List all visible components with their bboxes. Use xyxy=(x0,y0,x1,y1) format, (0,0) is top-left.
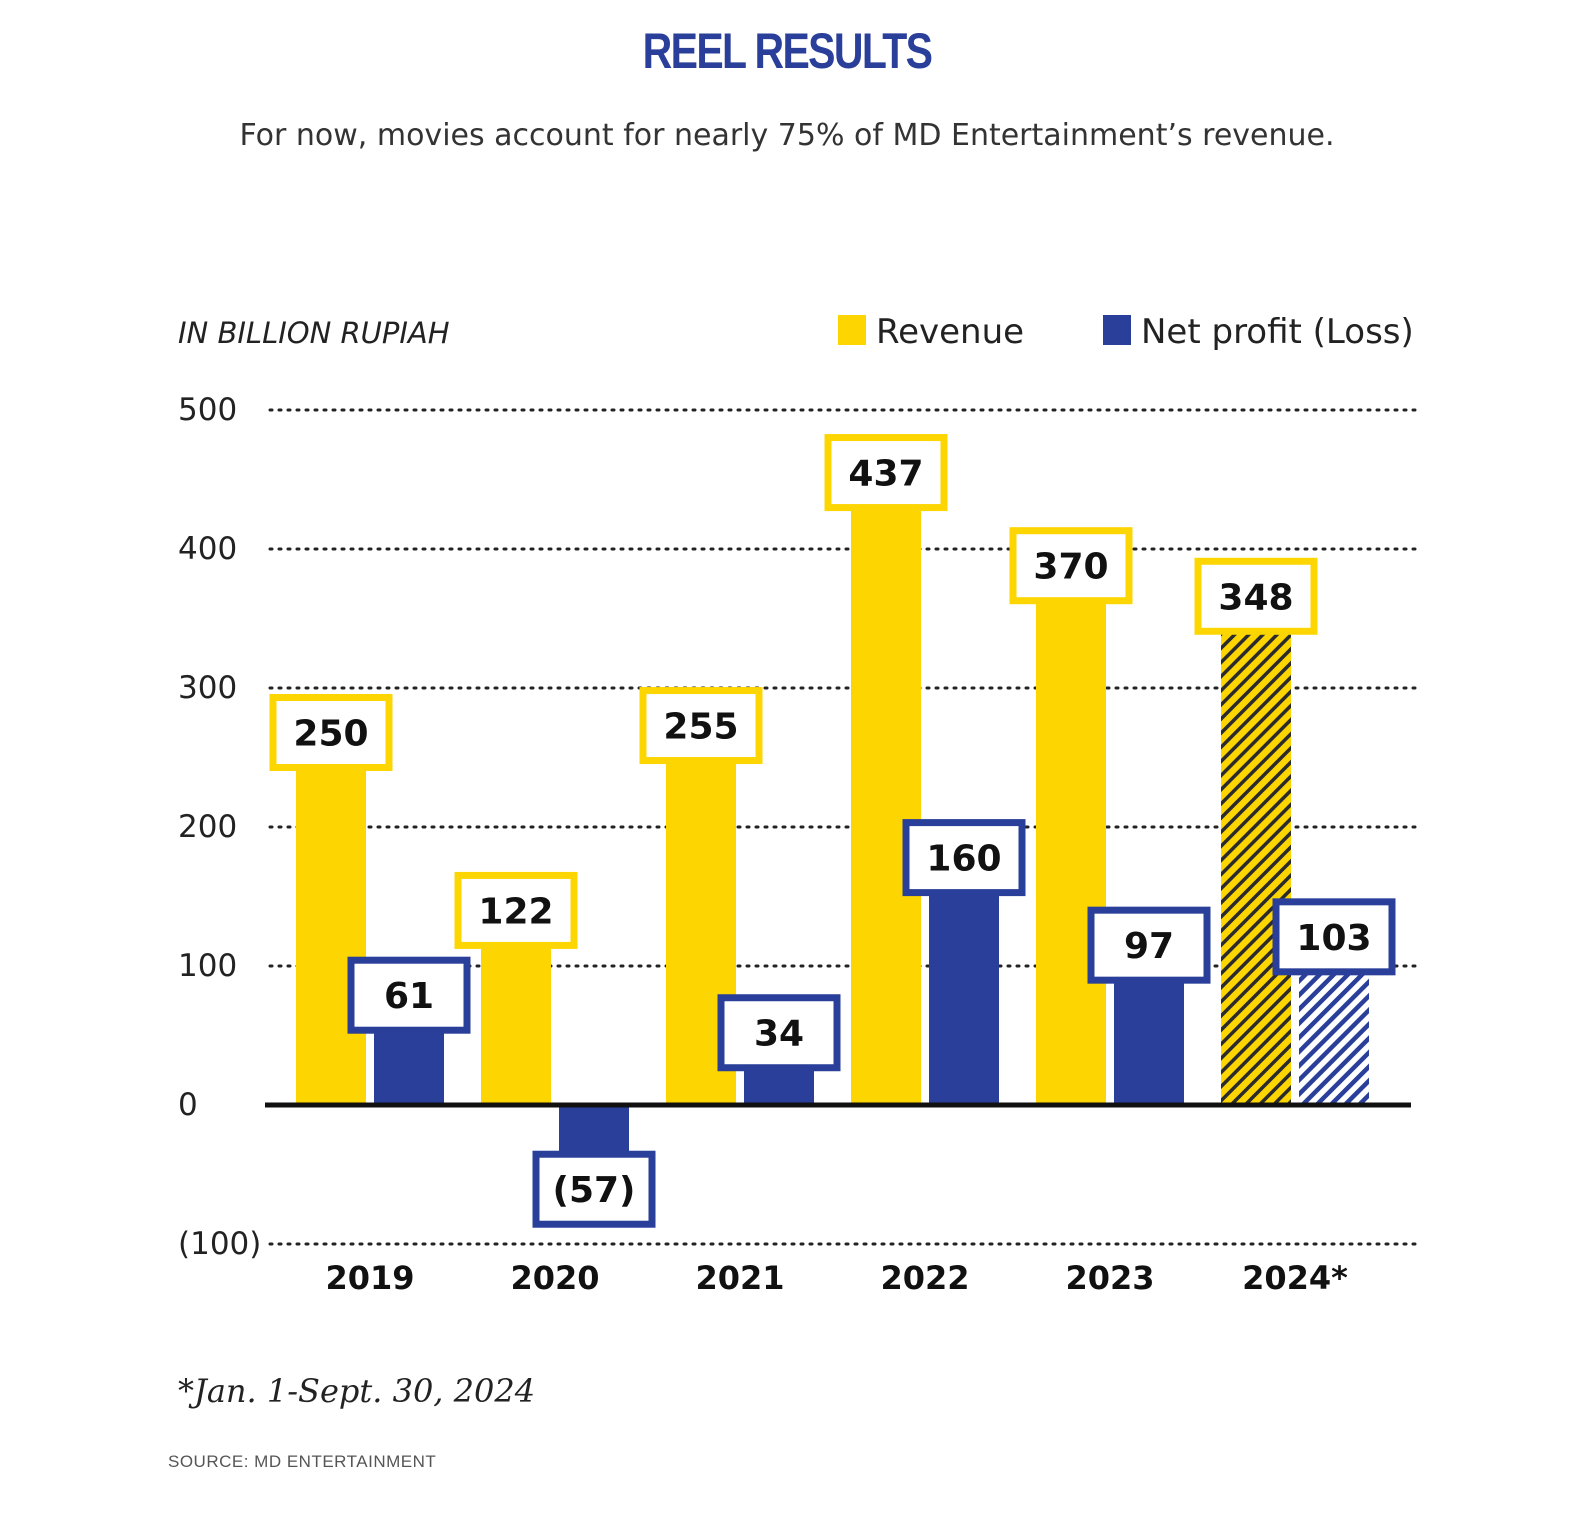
profit-value-label: (57) xyxy=(552,1170,635,1211)
y-tick-label: (100) xyxy=(178,1226,261,1262)
revenue-value-label: 122 xyxy=(478,891,553,932)
profit-value-label-box xyxy=(902,819,1026,897)
y-tick-label: 200 xyxy=(178,809,237,845)
profit-bar xyxy=(1114,970,1184,1105)
profit-value-label-box xyxy=(532,1150,656,1228)
y-tick-label: 500 xyxy=(178,392,237,428)
revenue-bar xyxy=(1221,621,1291,1105)
revenue-value-label: 348 xyxy=(1218,577,1293,618)
revenue-value-label-box xyxy=(639,687,763,765)
x-tick-label: 2020 xyxy=(510,1259,599,1297)
bar-chart: 500 400 300 200 100 0 (100) IN BILLION RUPIAH 2… xyxy=(178,312,1420,1297)
y-tick-label: 100 xyxy=(178,948,237,984)
revenue-value-label: 255 xyxy=(663,707,738,748)
profit-value-label: 103 xyxy=(1296,918,1371,959)
profit-bar xyxy=(374,1020,444,1105)
revenue-bar xyxy=(481,935,551,1105)
revenue-bar xyxy=(296,757,366,1105)
x-tick-label: 2019 xyxy=(325,1259,414,1297)
revenue-value-label: 250 xyxy=(293,714,368,755)
legend-swatch-profit xyxy=(1103,315,1131,345)
profit-value-label-box xyxy=(347,956,471,1034)
y-tick-label: 400 xyxy=(178,531,237,567)
profit-value-label: 34 xyxy=(754,1014,804,1055)
chart-title: REEL RESULTS xyxy=(642,23,933,79)
footnote: *Jan. 1-Sept. 30, 2024 xyxy=(178,1372,536,1410)
profit-bar xyxy=(1299,961,1369,1105)
profit-value-label-box xyxy=(1087,906,1211,984)
x-tick-label: 2021 xyxy=(695,1259,784,1297)
chart-subtitle: For now, movies account for nearly 75% o… xyxy=(239,118,1335,153)
unit-label: IN BILLION RUPIAH xyxy=(178,316,450,350)
revenue-value-label-box xyxy=(1194,557,1318,635)
revenue-value-label-box xyxy=(1009,527,1133,605)
revenue-value-label-box xyxy=(824,434,948,512)
revenue-value-label-box xyxy=(454,871,578,949)
revenue-value-label: 437 xyxy=(848,454,923,495)
revenue-bar xyxy=(851,497,921,1105)
profit-value-label: 97 xyxy=(1124,926,1174,967)
y-tick-label: 300 xyxy=(178,670,237,706)
x-tick-label: 2023 xyxy=(1065,1259,1154,1297)
profit-value-label-box xyxy=(1272,898,1396,976)
profit-value-label: 160 xyxy=(926,839,1001,880)
x-tick-label: 2024* xyxy=(1242,1259,1348,1297)
x-tick-label: 2022 xyxy=(880,1259,969,1297)
legend-label-profit: Net profit (Loss) xyxy=(1141,312,1414,352)
source-note: SOURCE: MD ENTERTAINMENT xyxy=(168,1452,437,1471)
profit-bar xyxy=(929,882,999,1105)
profit-value-label: 61 xyxy=(384,976,434,1017)
profit-value-label-box xyxy=(717,994,841,1072)
legend-label-revenue: Revenue xyxy=(876,312,1024,352)
revenue-bar xyxy=(1036,590,1106,1105)
y-tick-label: 0 xyxy=(178,1087,198,1123)
revenue-value-label-box xyxy=(269,694,393,771)
legend-swatch-revenue xyxy=(838,315,866,345)
revenue-value-label: 370 xyxy=(1033,547,1108,588)
